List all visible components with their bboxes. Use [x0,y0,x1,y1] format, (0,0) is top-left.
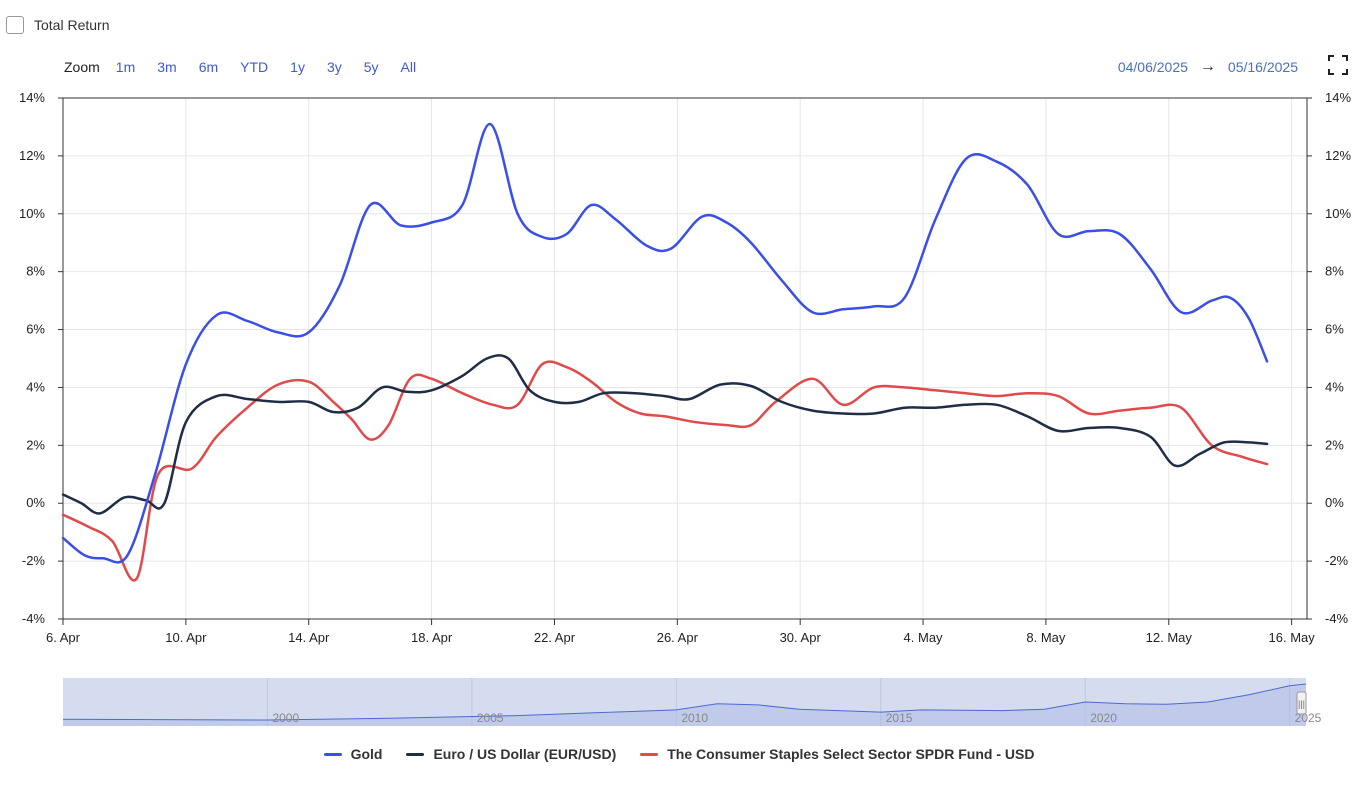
zoom-3m-button[interactable]: 3m [157,59,177,75]
legend-swatch-gold [323,752,342,756]
zoom-3y-button[interactable]: 3y [326,59,342,75]
x-tick-label: 18. Apr [411,630,453,645]
navigator[interactable]: 2000 2005 2010 2015 2020 2025 ||| [0,672,1358,732]
y-tick-label-right: 8% [1325,264,1344,279]
y-tick-label-left: 6% [26,322,45,337]
x-tick-label: 30. Apr [780,630,822,645]
navigator-year-label: 2015 [886,711,913,725]
series-xlp-line[interactable] [61,360,1269,582]
navigator-labels: 2000 2005 2010 2015 2020 2025 [272,711,1321,725]
series-layer [61,122,1269,582]
date-to-input[interactable]: 05/16/2025 [1227,59,1298,75]
navigator-year-label: 2000 [272,711,299,725]
zoom-1y-button[interactable]: 1y [290,59,305,75]
navigator-year-label: 2005 [477,711,504,725]
total-return-toggle[interactable]: Total Return [6,16,109,34]
navigator-line [62,683,1307,721]
y-tick-label-right: -2% [1325,553,1349,568]
navigator-area [63,684,1306,726]
x-tick-label: 14. Apr [288,630,330,645]
navigator-handle-grip: ||| [1298,699,1305,709]
total-return-checkbox[interactable] [6,16,24,34]
legend-label-eurusd: Euro / US Dollar (EUR/USD) [433,746,617,762]
legend-label-xlp: The Consumer Staples Select Sector SPDR … [667,746,1035,762]
y-tick-label-left: -4% [22,611,46,626]
y-tick-label-left: 14% [19,90,45,105]
x-tick-label: 16. May [1269,630,1316,645]
zoom-6m-button[interactable]: 6m [198,59,219,75]
date-range: 04/06/2025 → 05/16/2025 [1118,58,1298,76]
y-tick-label-left: 12% [19,148,45,163]
legend-swatch-xlp [640,752,659,756]
axis-layer: -4% -4% -2% -2% 0% 0% 2% 2% 4% 4% 6% 6% 8% 8% 10% 10% 12… [19,90,1351,645]
y-tick-label-left: 8% [26,264,45,279]
y-tick-label-right: 10% [1325,206,1351,221]
series-gold-line[interactable] [61,122,1269,564]
fullscreen-icon[interactable] [1328,55,1348,75]
y-tick-label-right: 6% [1325,322,1344,337]
x-tick-label: 26. Apr [657,630,699,645]
legend-item-eurusd[interactable]: Euro / US Dollar (EUR/USD) [406,746,616,762]
legend: Gold Euro / US Dollar (EUR/USD) The Cons… [0,746,1358,762]
y-tick-label-right: 2% [1325,437,1344,452]
y-tick-label-left: -2% [22,553,46,568]
y-tick-label-left: 10% [19,206,45,221]
zoom-5y-button[interactable]: 5y [363,59,379,75]
zoom-1m-button[interactable]: 1m [115,59,136,75]
grid-layer [62,97,1307,620]
legend-item-gold[interactable]: Gold [323,746,383,762]
x-tick-label: 4. May [904,630,944,645]
y-tick-label-left: 4% [26,379,45,394]
navigator-year-label: 2020 [1090,711,1117,725]
navigator-handle[interactable] [1296,691,1307,715]
y-tick-label-right: 12% [1325,148,1351,163]
y-tick-label-right: 4% [1325,379,1344,394]
zoom-all-button[interactable]: All [400,59,417,75]
legend-swatch-eurusd [406,752,425,756]
zoom-ytd-button[interactable]: YTD [240,59,269,75]
zoom-bar: Zoom 1m 3m 6m YTD 1y 3y 5y All [64,59,438,75]
x-tick-label: 8. May [1026,630,1066,645]
y-tick-label-right: -4% [1325,611,1349,626]
x-tick-label: 12. May [1146,630,1193,645]
legend-item-xlp[interactable]: The Consumer Staples Select Sector SPDR … [640,746,1034,762]
y-tick-label-right: 0% [1325,495,1344,510]
series-eurusd-line[interactable] [61,354,1269,515]
x-tick-label: 22. Apr [534,630,576,645]
zoom-label: Zoom [64,59,100,75]
legend-label-gold: Gold [350,746,383,762]
date-range-arrow: → [1199,58,1216,75]
y-tick-label-left: 2% [26,437,45,452]
date-from-input[interactable]: 04/06/2025 [1117,59,1188,75]
total-return-label: Total Return [34,17,110,33]
x-tick-label: 10. Apr [165,630,207,645]
main-chart: -4% -4% -2% -2% 0% 0% 2% 2% 4% 4% 6% 6% 8% 8% 10% 10% 12… [19,90,1351,645]
x-tick-label: 6. Apr [46,630,81,645]
y-tick-label-right: 14% [1325,90,1351,105]
y-tick-label-left: 0% [26,495,45,510]
navigator-year-label: 2010 [681,711,708,725]
